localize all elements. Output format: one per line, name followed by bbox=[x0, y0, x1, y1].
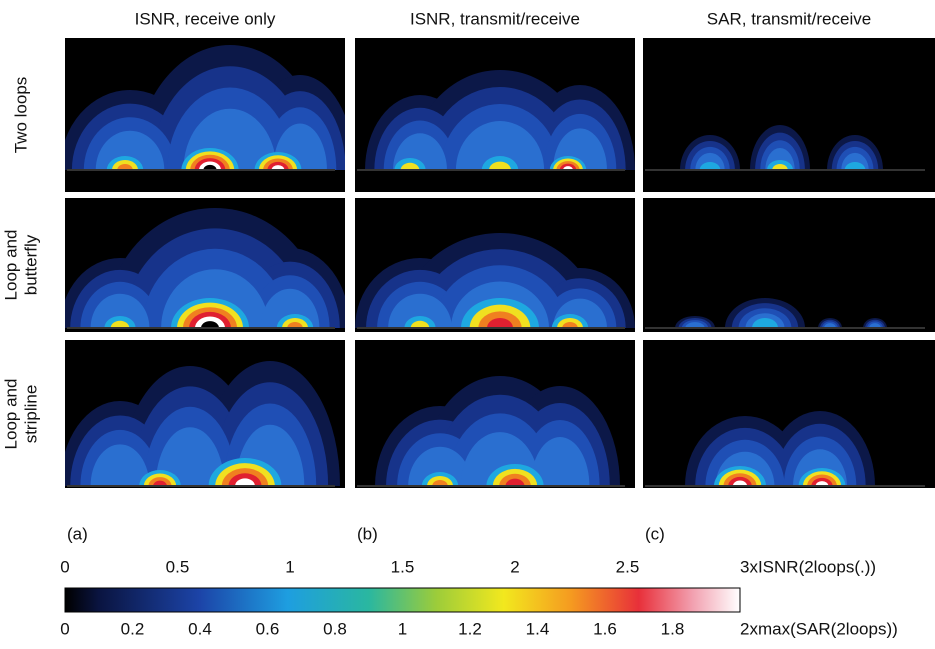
colorbar-tick-label: 0.5 bbox=[166, 557, 190, 576]
row-label: butterfly bbox=[21, 234, 40, 295]
colorbar-tick-label: 1.5 bbox=[391, 557, 415, 576]
column-title: ISNR, receive only bbox=[135, 9, 276, 28]
row-label: Loop and bbox=[1, 379, 20, 450]
field-layer bbox=[408, 446, 472, 486]
heatmap bbox=[65, 361, 340, 486]
field-layer bbox=[824, 323, 836, 328]
colorbar-tick-label: 1.6 bbox=[593, 619, 617, 638]
panel-label: (a) bbox=[67, 524, 88, 543]
colorbar-end-label: 2xmax(SAR(2loops)) bbox=[740, 619, 898, 638]
panel-label: (c) bbox=[645, 524, 665, 543]
field-layer bbox=[530, 437, 590, 486]
hot-spot bbox=[489, 161, 511, 170]
colorbar-tick-label: 2 bbox=[510, 557, 519, 576]
hot-spot bbox=[201, 321, 219, 328]
hot-spot bbox=[110, 320, 130, 328]
colorbar-tick-label: 1.4 bbox=[526, 619, 550, 638]
hot-spot bbox=[505, 478, 525, 486]
column-title: SAR, transmit/receive bbox=[707, 9, 871, 28]
hot-spot bbox=[487, 318, 513, 328]
hot-spot bbox=[153, 480, 167, 486]
heatmap bbox=[675, 298, 887, 328]
hot-spot bbox=[203, 164, 217, 170]
hot-spot bbox=[432, 480, 448, 486]
hot-spot bbox=[287, 322, 303, 328]
column-title: ISNR, transmit/receive bbox=[410, 9, 580, 28]
colorbar-tick-label: 1 bbox=[285, 557, 294, 576]
heatmap bbox=[685, 411, 875, 486]
row-label: Loop and bbox=[1, 230, 20, 301]
hot-spot bbox=[752, 318, 778, 328]
row-label: stripline bbox=[21, 385, 40, 444]
colorbar-tick-label: 0.4 bbox=[188, 619, 212, 638]
hot-spot bbox=[410, 320, 430, 328]
heatmap-grid bbox=[65, 38, 935, 488]
colorbar-tick-label: 0.2 bbox=[121, 619, 145, 638]
heatmap bbox=[65, 45, 345, 170]
hot-spot bbox=[400, 162, 420, 170]
colorbar-tick-label: 0.8 bbox=[323, 619, 347, 638]
heatmap bbox=[680, 125, 883, 170]
hot-spot bbox=[271, 165, 285, 170]
colorbar bbox=[64, 587, 741, 613]
colorbar-tick-label: 1.2 bbox=[458, 619, 482, 638]
hot-spot bbox=[117, 164, 133, 170]
field-layer bbox=[155, 427, 225, 486]
heatmap bbox=[65, 208, 345, 328]
colorbar-tick-label: 1.8 bbox=[661, 619, 685, 638]
panel-label: (b) bbox=[357, 524, 378, 543]
hot-spot bbox=[844, 162, 866, 170]
colorbar-tick-label: 2.5 bbox=[616, 557, 640, 576]
colorbar-end-label: 3xISNR(2loops(.)) bbox=[740, 557, 876, 576]
field-layer bbox=[90, 293, 150, 328]
row-label: Two loops bbox=[11, 77, 30, 154]
field-layer bbox=[685, 322, 705, 328]
heatmap bbox=[365, 70, 635, 170]
field-layer bbox=[90, 444, 150, 486]
hot-spot bbox=[815, 481, 829, 486]
hot-spot bbox=[235, 478, 255, 486]
colorbar-tick-label: 1 bbox=[398, 619, 407, 638]
hot-spot bbox=[732, 480, 748, 486]
heatmap bbox=[375, 376, 620, 486]
colorbar-tick-label: 0.6 bbox=[256, 619, 280, 638]
colorbar-tick-label: 0 bbox=[60, 619, 69, 638]
hot-spot bbox=[562, 322, 578, 328]
field-layer bbox=[455, 121, 545, 170]
heatmap bbox=[355, 233, 635, 328]
colorbar-tick-label: 0 bbox=[60, 557, 69, 576]
hot-spot bbox=[699, 162, 721, 170]
field-layer bbox=[388, 293, 452, 328]
hot-spot bbox=[772, 164, 788, 170]
field-layer bbox=[869, 323, 881, 328]
